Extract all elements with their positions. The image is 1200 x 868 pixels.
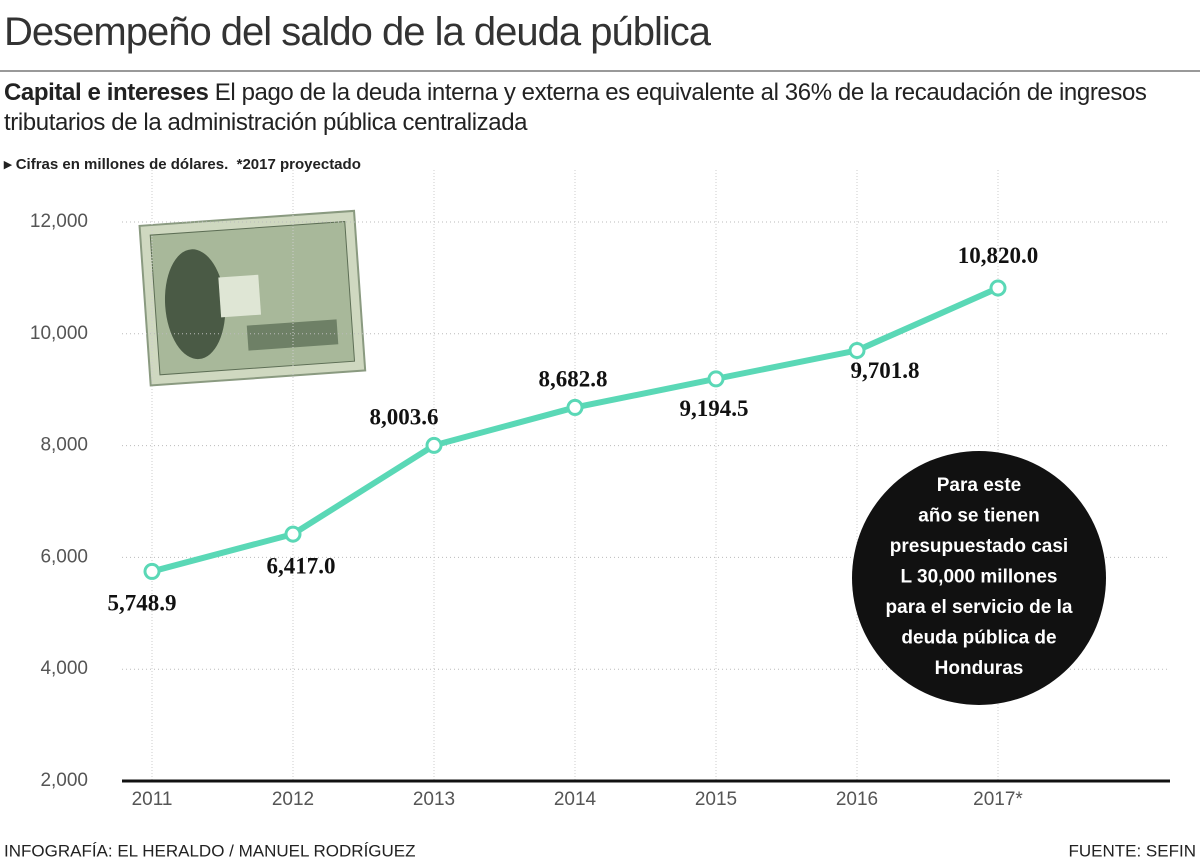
y-tick-label: 2,000 [40,770,88,791]
point [707,370,725,388]
annotation-line: Para este [937,475,1022,496]
subtitle: El pago de la deuda interna y externa es… [4,79,1147,136]
y-tick-label: 6,000 [40,546,88,567]
value-label: 9,194.5 [680,396,749,421]
value-label: 5,748.9 [108,591,177,616]
x-tick-label: 2013 [413,789,455,810]
point [848,341,866,359]
point [989,279,1007,297]
y-tick-label: 10,000 [30,323,88,344]
x-tick-label: 2014 [554,789,597,810]
point [566,398,584,416]
title-rule [0,70,1200,72]
chart-title: Desempeño del saldo de la deuda pública [4,10,711,54]
source: FUENTE: SEFIN [1068,841,1196,860]
x-tick-label: 2017* [973,789,1023,810]
value-label: 10,820.0 [958,243,1039,268]
value-label: 9,701.8 [851,358,920,383]
note-block: ▸ Cifras en millones de dólares. *2017 p… [4,156,361,173]
annotation-line: L 30,000 millones [900,567,1057,588]
value-label: 8,682.8 [539,367,608,392]
y-tick-label: 12,000 [30,211,88,232]
point [143,562,161,580]
credit: INFOGRAFÍA: EL HERALDO / MANUEL RODRÍGUE… [4,841,416,860]
point [425,436,443,454]
x-tick-label: 2011 [132,789,173,810]
subtitle-block: Capital e intereses El pago de la deuda … [4,78,1196,138]
x-tick-label: 2016 [836,789,878,810]
value-label: 6,417.0 [267,553,336,578]
subtitle-bold: Capital e intereses [4,79,209,106]
y-tick-label: 8,000 [40,435,88,456]
x-tick-label: 2012 [272,789,314,810]
x-tick-label: 2015 [695,789,737,810]
annotation-bubble [852,451,1106,705]
annotation-line: para el servicio de la [886,597,1073,618]
annotation-line: deuda pública de [901,628,1056,649]
y-tick-label: 4,000 [40,658,88,679]
annotation-line: año se tienen [918,506,1039,527]
note2: *2017 proyectado [236,156,361,173]
annotation-line: Honduras [935,658,1024,679]
note: Cifras en millones de dólares. [15,156,229,173]
point [284,525,302,543]
value-label: 8,003.6 [370,405,439,430]
banknote [138,209,367,387]
annotation-line: presupuestado casi [890,536,1068,557]
